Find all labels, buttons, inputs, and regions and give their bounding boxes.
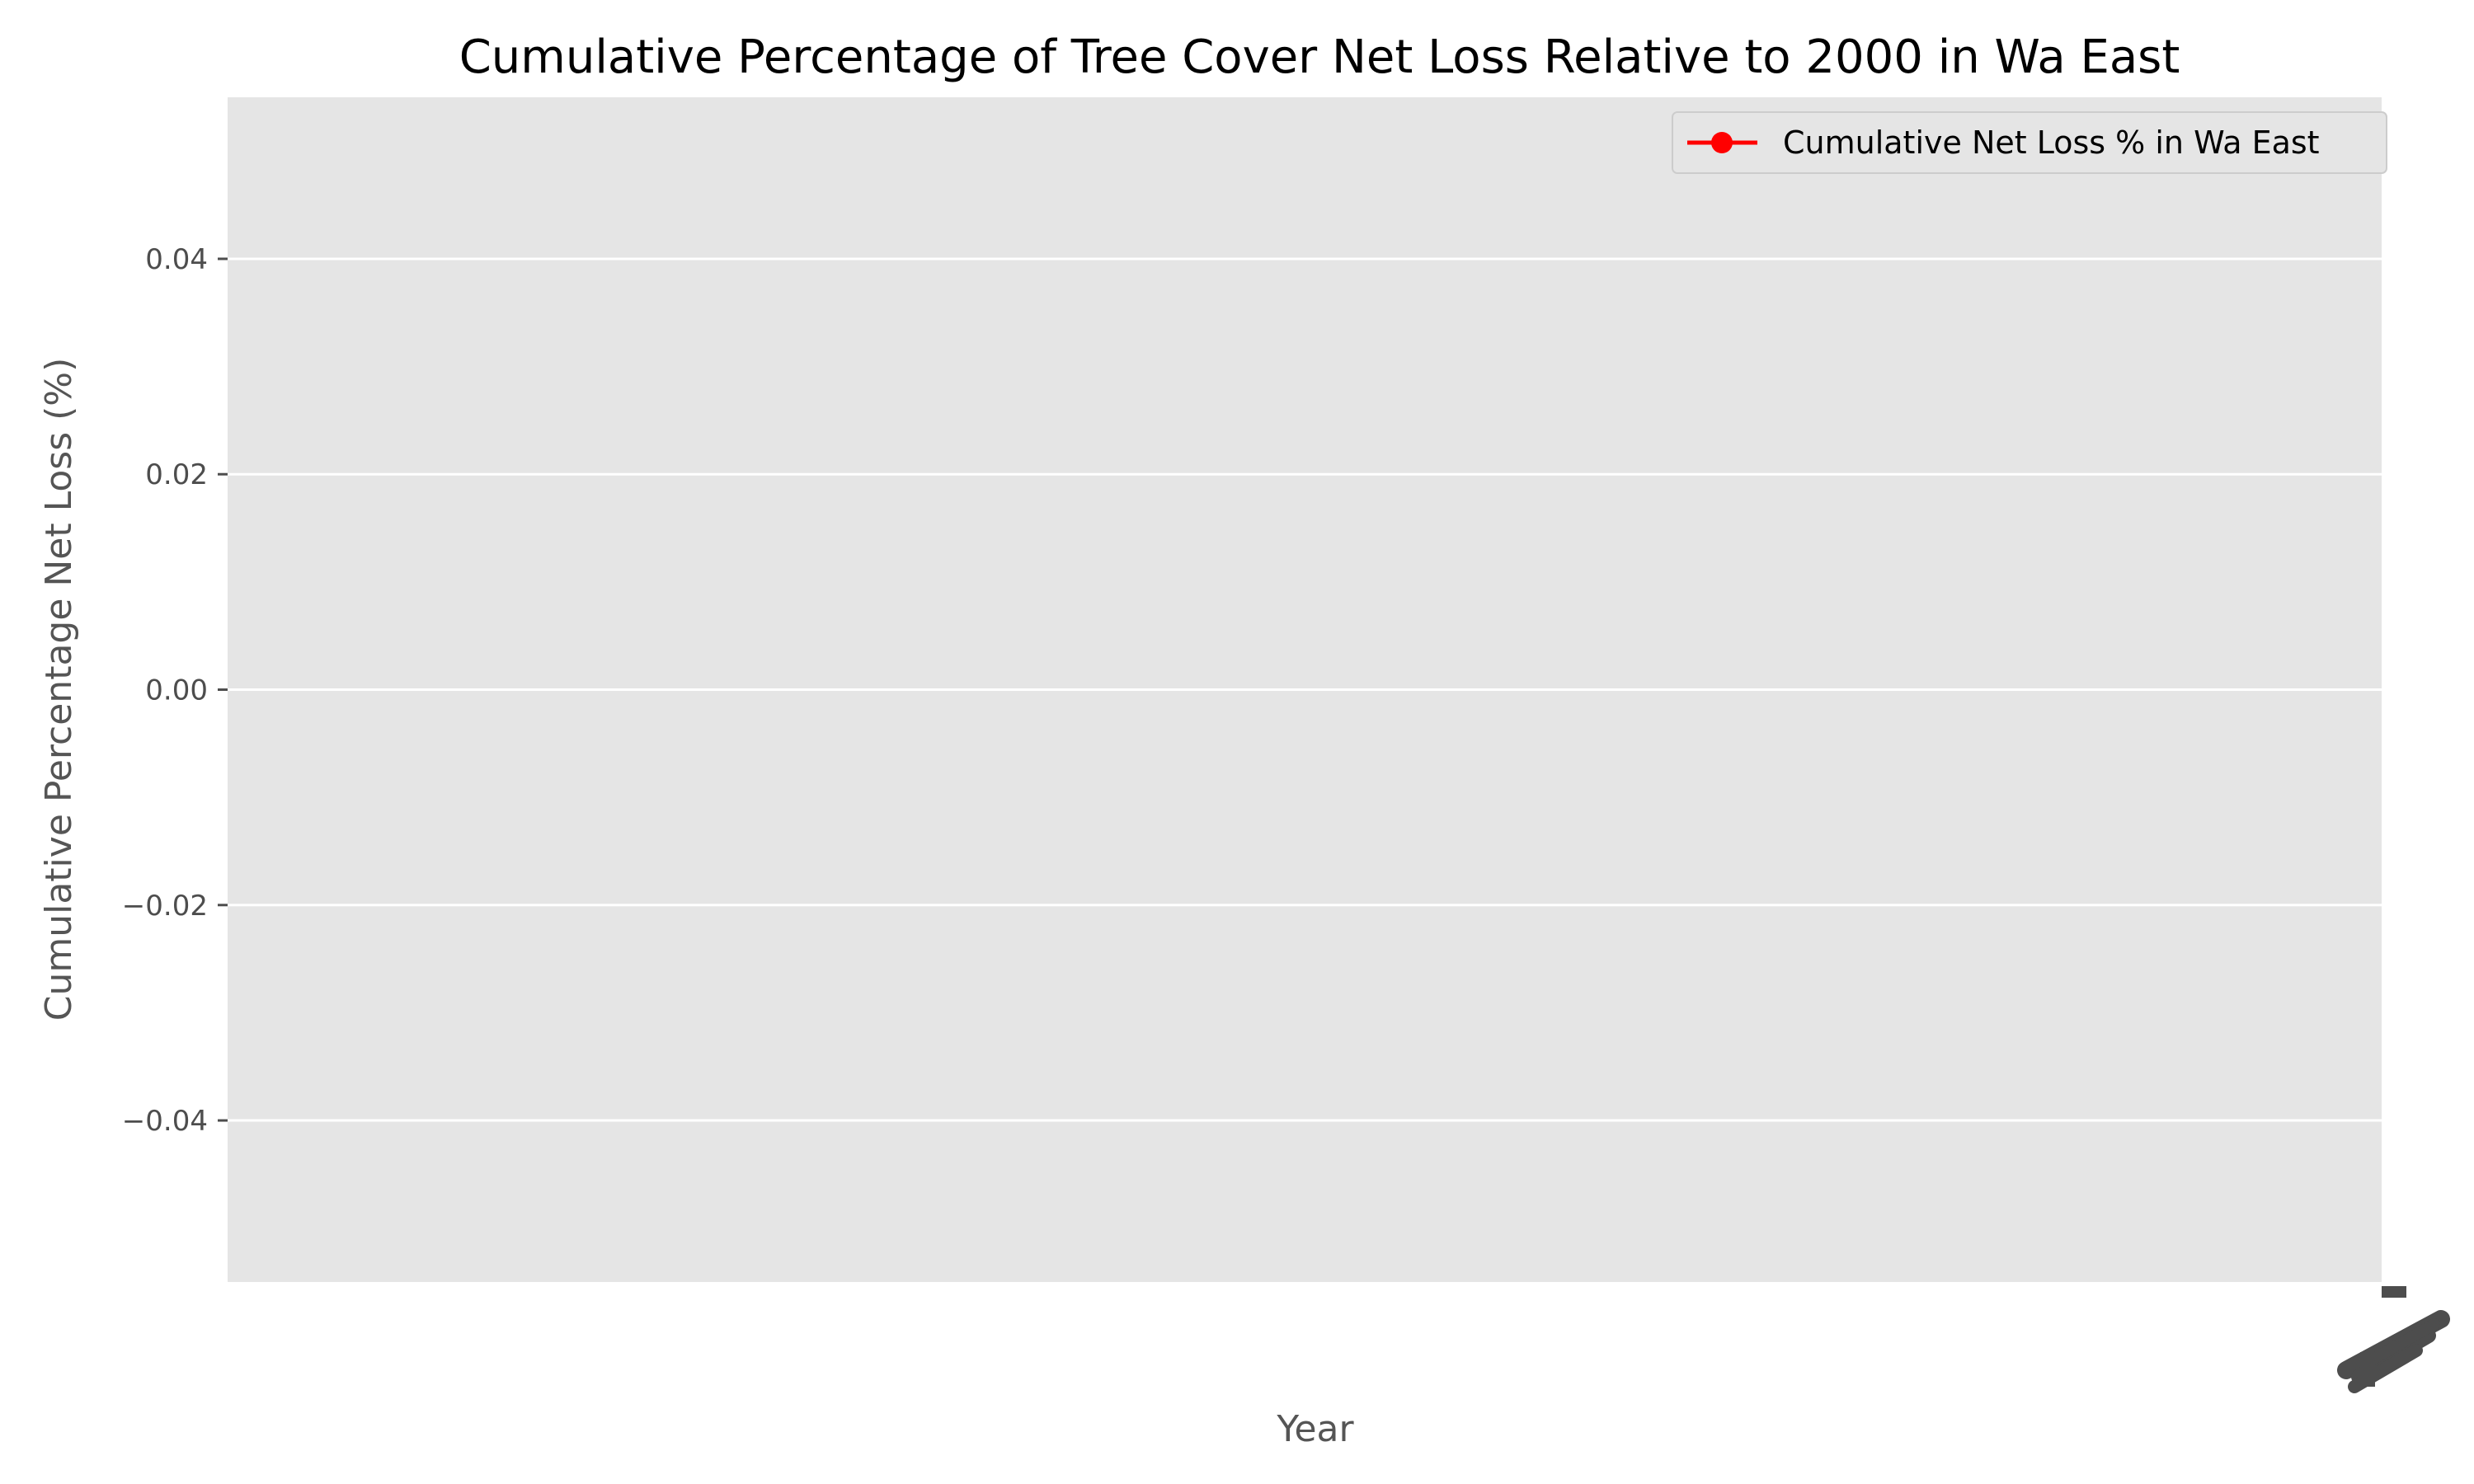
legend-entry-label: Cumulative Net Loss % in Wa East bbox=[1783, 124, 2320, 161]
legend-box bbox=[1672, 111, 2387, 174]
y-tick-label: 0.00 bbox=[145, 674, 208, 707]
legend: Cumulative Net Loss % in Wa East bbox=[1672, 111, 2387, 174]
legend-marker-swatch bbox=[1711, 132, 1733, 153]
y-tick-label: −0.04 bbox=[122, 1105, 208, 1138]
y-tick-label: −0.02 bbox=[122, 890, 208, 923]
x-axis-label: Year bbox=[1276, 1408, 1354, 1450]
x-tick-label-cluster bbox=[2337, 1286, 2450, 1393]
chart-title: Cumulative Percentage of Tree Cover Net … bbox=[459, 31, 2180, 84]
y-tick-label: 0.04 bbox=[145, 243, 208, 276]
grid-lines bbox=[228, 257, 2382, 1122]
y-ticks: 0.04 0.02 0.00 −0.02 −0.04 bbox=[122, 243, 228, 1138]
y-axis-label: Cumulative Percentage Net Loss (%) bbox=[38, 358, 80, 1021]
y-tick-label: 0.02 bbox=[145, 458, 208, 491]
